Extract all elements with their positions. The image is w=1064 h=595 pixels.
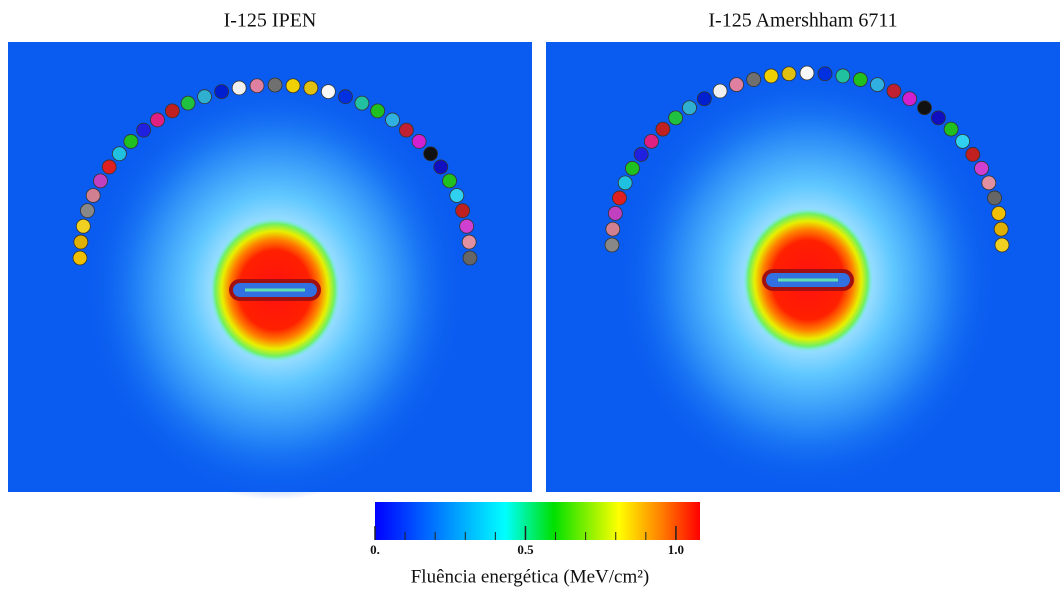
detector-bead [917,100,932,116]
detector-bead [655,121,671,137]
detector-bead [981,175,997,191]
detector-bead [668,110,684,126]
detector-bead [449,188,465,203]
colorbar [375,502,700,540]
tick-label: 1.0 [668,542,684,557]
panel-title: I-125 Amershham 6711 [708,10,897,32]
detector-bead [781,66,797,82]
detector-bead [991,205,1007,221]
detector-bead [72,250,88,266]
detector-bead [267,77,283,93]
detector-bead [442,173,457,189]
detector-bead [955,133,971,149]
detector-bead [197,89,212,105]
detector-bead [354,95,370,111]
detector-bead [943,121,959,137]
detector-bead [886,83,902,99]
detector-bead [817,66,833,82]
detector-bead [852,72,868,87]
detector-bead [180,95,196,111]
tick-label: 0. [370,542,380,557]
detector-bead [455,203,470,219]
detector-bead [370,103,386,119]
detector-bead [75,218,91,234]
detector-bead [605,221,621,237]
detector-bead [902,91,918,107]
detector-bead [398,122,414,138]
colorbar-label: Fluência energética (MeV/cm²) [411,566,650,587]
detector-bead [150,112,165,128]
detector-bead [729,77,744,93]
detector-bead [763,68,779,84]
detector-bead [987,190,1002,206]
detector-bead [965,147,981,162]
detector-bead [303,80,319,96]
detector-bead [462,250,478,266]
detector-bead [712,83,728,99]
detector-bead [617,175,633,191]
detector-bead [433,159,449,175]
detector-bead [459,218,475,234]
detector-bead [214,84,230,100]
detector-bead [411,134,427,149]
detector-bead [633,147,649,162]
detector-bead [643,133,659,149]
panel-title: I-125 IPEN [224,10,317,32]
detector-bead [974,160,989,176]
detector-bead [338,89,353,105]
detector-bead [93,173,108,189]
detector-bead [164,103,180,119]
detector-bead [696,91,712,107]
detector-bead [604,237,620,253]
detector-bead [607,205,623,221]
detector-bead [249,78,265,94]
detector-bead [101,159,117,175]
detector-bead [385,112,400,128]
detector-bead [835,68,851,84]
detector-bead [994,237,1010,253]
detector-bead [682,100,697,116]
detector-bead [423,146,439,162]
detector-bead [320,84,336,100]
detector-bead [111,146,127,162]
detector-bead [612,190,627,206]
detector-bead [231,80,247,96]
detector-bead [746,72,762,87]
detector-bead [136,122,152,138]
detector-bead [85,188,101,203]
detector-bead [123,134,139,149]
detector-bead [80,203,95,219]
detector-bead [625,160,640,176]
tick-label: 0.5 [517,542,534,557]
detector-bead [993,221,1009,237]
detector-bead [285,78,301,94]
detector-bead [870,77,885,93]
detector-bead [799,65,815,81]
detector-bead [461,234,477,250]
detector-bead [930,110,946,126]
detector-bead [73,234,89,250]
